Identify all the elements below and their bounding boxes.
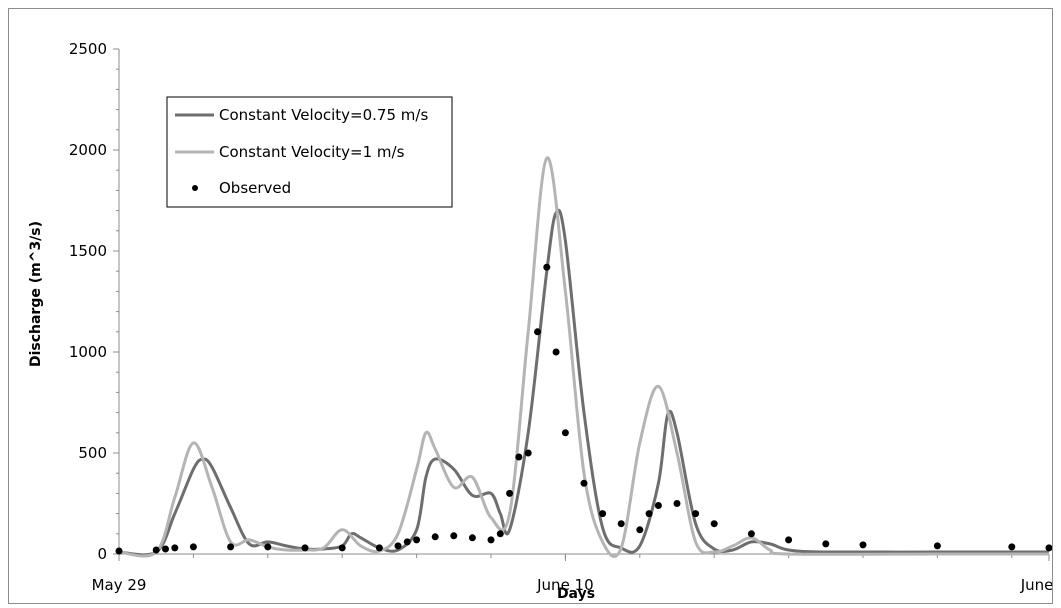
observed-point xyxy=(152,546,160,554)
x-axis-title: Days xyxy=(557,586,595,602)
observed-point xyxy=(264,543,272,551)
y-tick-label: 1500 xyxy=(69,242,107,260)
y-tick-label: 2000 xyxy=(69,141,107,159)
observed-point xyxy=(496,530,504,538)
observed-point xyxy=(506,489,514,497)
observed-point xyxy=(162,545,169,553)
y-axis-title: Discharge (m^3/s) xyxy=(28,221,44,367)
observed-point xyxy=(645,510,653,518)
legend: Constant Velocity=0.75 m/s Constant Velo… xyxy=(166,96,453,208)
observed-point xyxy=(301,544,309,552)
observed-point xyxy=(933,542,941,550)
y-tick-label: 0 xyxy=(97,545,107,563)
observed-point xyxy=(747,530,755,538)
observed-point xyxy=(468,534,476,542)
legend-box xyxy=(166,96,453,208)
observed-point xyxy=(338,544,346,552)
series-line-0 xyxy=(118,208,1049,557)
y-tick-label: 1000 xyxy=(69,343,107,361)
observed-point xyxy=(785,536,793,544)
observed-point xyxy=(413,536,421,544)
tick-labels: 0 500 1000 1500 2000 2500 May 29 June 10 June 23 xyxy=(69,40,1061,594)
x-tick-label: June 10 xyxy=(536,576,594,594)
observed-point xyxy=(580,479,588,487)
observed-point xyxy=(431,533,439,541)
observed-point xyxy=(552,348,560,356)
observed-point xyxy=(515,453,523,461)
legend-label-observed: Observed xyxy=(219,179,291,197)
observed-point xyxy=(1045,544,1053,552)
legend-label-velocity-1: Constant Velocity=1 m/s xyxy=(219,143,405,161)
observed-point xyxy=(534,328,541,336)
observed-point xyxy=(636,526,644,534)
observed-point xyxy=(1008,543,1016,551)
legend-label-velocity-075: Constant Velocity=0.75 m/s xyxy=(219,106,428,124)
observed-point xyxy=(375,544,383,552)
observed-point xyxy=(673,500,681,507)
observed-point xyxy=(859,541,867,549)
x-tick-label: June 23 xyxy=(1020,576,1052,594)
axis-ticks xyxy=(113,48,1050,561)
observed-point xyxy=(822,540,830,548)
observed-point xyxy=(487,536,495,544)
observed-point xyxy=(115,547,123,555)
series-line-1 xyxy=(118,156,1049,559)
chart-frame: 0 500 1000 1500 2000 2500 May 29 June 10 June 23… xyxy=(8,8,1061,604)
x-tick-label: May 29 xyxy=(92,576,147,594)
observed-point xyxy=(171,544,179,552)
observed-point xyxy=(617,520,625,528)
observed-point xyxy=(543,263,551,271)
observed-point xyxy=(524,449,532,457)
observed-point xyxy=(692,510,700,518)
observed-point xyxy=(227,543,235,551)
legend-swatch-observed xyxy=(192,185,198,191)
observed-point xyxy=(450,532,458,540)
observed-point xyxy=(403,538,411,546)
observed-point xyxy=(394,542,402,550)
observed-point xyxy=(654,502,662,509)
y-tick-label: 2500 xyxy=(69,40,107,58)
observed-point xyxy=(710,520,718,528)
observed-point xyxy=(599,510,607,518)
observed-point xyxy=(189,543,197,551)
series-layer xyxy=(115,156,1053,559)
y-tick-label: 500 xyxy=(78,444,107,462)
observed-point xyxy=(561,429,569,437)
discharge-chart: 0 500 1000 1500 2000 2500 May 29 June 10 June 23… xyxy=(28,40,1061,602)
